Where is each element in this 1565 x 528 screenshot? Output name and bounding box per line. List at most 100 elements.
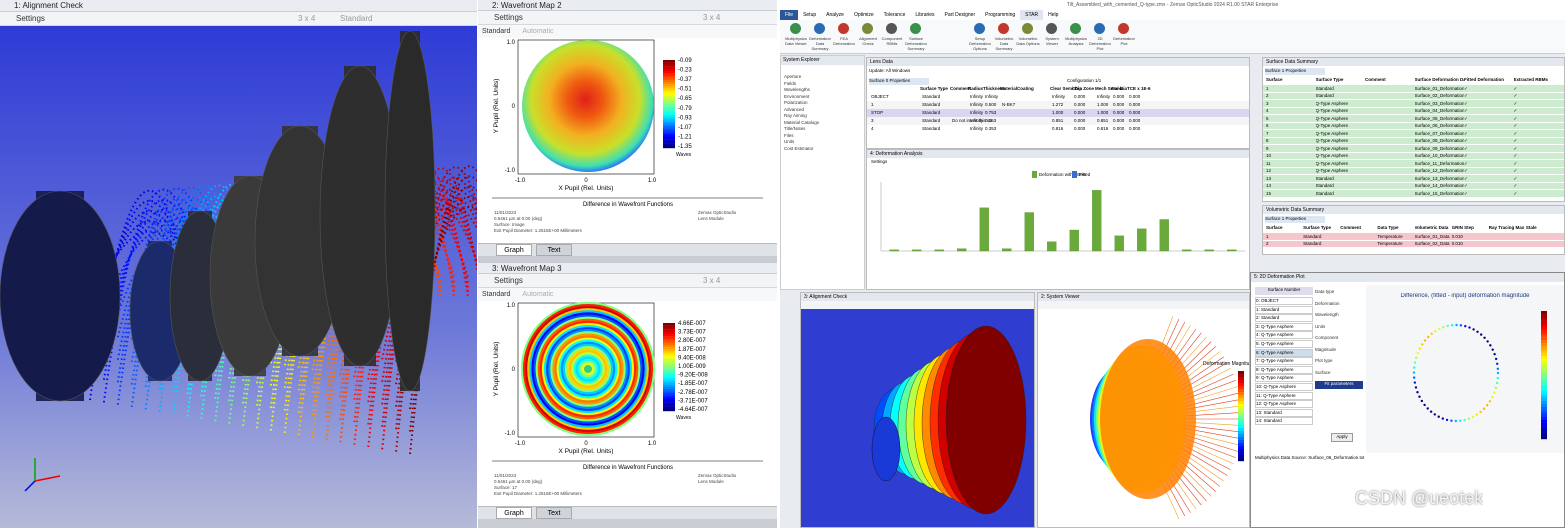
colorbar-cell [663, 384, 675, 387]
cell: Standard [922, 118, 941, 123]
ribbon-button[interactable]: Deformation Plot [1113, 36, 1135, 46]
settings-button[interactable]: Settings [494, 13, 523, 22]
cell: ✓ [1464, 100, 1468, 106]
tab[interactable]: Graph [496, 507, 532, 519]
ribbon-tab[interactable]: Analyze [826, 12, 844, 18]
3d-view: Deformation Magnitude [1038, 309, 1249, 527]
ribbon-icon[interactable] [1022, 23, 1033, 34]
map-dot [1496, 362, 1499, 365]
ribbon-icon[interactable] [790, 23, 801, 34]
ribbon-button[interactable]: Alignment Check [859, 36, 877, 46]
ribbon-button[interactable]: Volumetric Data Summary [994, 36, 1014, 51]
legend-cell [1238, 380, 1244, 384]
settings-button[interactable]: Settings [494, 276, 523, 285]
ribbon-tab[interactable]: STAR [1020, 10, 1044, 20]
colorbar-unit: Waves [676, 152, 692, 158]
ring [522, 303, 654, 435]
ribbon-button[interactable]: Volumetric Data Options [1016, 36, 1040, 46]
colorbar-cell [663, 393, 675, 396]
map-dot [1413, 361, 1417, 364]
apply-button[interactable]: Apply [1331, 433, 1353, 442]
ribbon-icon[interactable] [1118, 23, 1129, 34]
colorbar-label: -0.51 [678, 87, 692, 93]
legend-cell [1238, 425, 1244, 429]
tab[interactable]: Graph [496, 244, 532, 256]
ribbon-button[interactable]: System Viewer [1045, 36, 1059, 46]
ring [573, 354, 603, 384]
ribbon-tab[interactable]: Part Designer [944, 12, 976, 18]
ring [527, 308, 649, 430]
ribbon-icon[interactable] [998, 23, 1009, 34]
ribbon-button[interactable]: Deformation Data Summary [809, 36, 831, 51]
map-dot [1495, 381, 1499, 385]
colorbar-cell [1541, 333, 1547, 337]
cell: Surface_15_Deformation.txt [1414, 190, 1465, 196]
cell: ✓ [1513, 130, 1518, 136]
ribbon-icon[interactable] [1046, 23, 1057, 34]
ribbon-icon[interactable] [886, 23, 897, 34]
auto-select[interactable]: Automatic [522, 291, 554, 298]
tab[interactable]: Text [536, 507, 572, 519]
gap [478, 256, 777, 263]
ribbon-icon[interactable] [1070, 23, 1081, 34]
ribbon-button[interactable]: Surface Deformation Summary [905, 36, 927, 51]
ribbon-icon[interactable] [1094, 23, 1105, 34]
map-dot [1488, 400, 1492, 403]
ring [562, 343, 614, 395]
ribbon-button[interactable]: Setup Deformation Options [969, 36, 991, 51]
ribbon-button[interactable]: Multiphysics Analysis [1065, 36, 1087, 46]
ribbon-tab[interactable]: Programming [985, 12, 1016, 18]
ribbon-button[interactable]: Component RBMs [881, 36, 903, 46]
ribbon-tab[interactable]: Help [1048, 12, 1059, 18]
ribbon-tab[interactable]: Tolerance [883, 12, 906, 18]
map-dot [1426, 407, 1429, 410]
cell: ✓ [1464, 175, 1468, 181]
x-tick-label: -1.0 [515, 441, 526, 447]
cell [1489, 241, 1526, 248]
legend-cell [1238, 449, 1244, 453]
colorbar-cell [663, 88, 675, 91]
mode-select[interactable]: Standard [340, 14, 373, 23]
layout-select[interactable]: 3 x 4 [298, 14, 316, 23]
list-item: 0: OBJECT [1255, 297, 1313, 305]
list-item: 1: Standard [1255, 305, 1313, 314]
ribbon-tab[interactable]: File [780, 10, 799, 20]
ribbon-icon[interactable] [838, 23, 849, 34]
colorbar-cell [663, 132, 675, 135]
ribbon-button[interactable]: 2D Deformation Plot [1089, 36, 1111, 51]
cell: 0.010 [1451, 241, 1463, 246]
field: Fit parameters [1315, 381, 1363, 389]
layout-select[interactable]: 3 x 4 [703, 276, 721, 285]
column-header: Surface [1266, 77, 1283, 82]
ribbon-tab[interactable]: Optimize [853, 12, 874, 18]
map-dot [1412, 371, 1416, 374]
ribbon-button[interactable]: Multiphysics Data Viewer [785, 36, 807, 46]
mode-select[interactable]: Standard [482, 28, 511, 35]
ring [543, 324, 633, 414]
tab: Surface 1 Properties [1265, 68, 1325, 75]
legend-cell [1238, 410, 1244, 414]
ribbon-icon[interactable] [910, 23, 921, 34]
ribbon-tab[interactable]: Setup [803, 12, 817, 18]
legend-cell [1238, 371, 1244, 375]
colorbar-cell [663, 353, 675, 357]
colorbar-label: -0.23 [678, 68, 692, 74]
ring [548, 329, 628, 409]
ribbon-icon[interactable] [814, 23, 825, 34]
cell: Surface_05_Deformation.txt [1414, 115, 1465, 121]
settings-button[interactable]: Settings [16, 14, 45, 23]
tab[interactable]: Text [536, 244, 572, 256]
ribbon-icon[interactable] [862, 23, 873, 34]
auto-select[interactable]: Automatic [522, 28, 554, 35]
cell: Surface_03_Deformation.txt [1414, 100, 1465, 106]
ribbon-icon[interactable] [974, 23, 985, 34]
layout-select[interactable]: 3 x 4 [703, 13, 721, 22]
colorbar-cell [663, 84, 675, 87]
ribbon-button[interactable]: FEA Deformation [833, 36, 855, 46]
footer-line: Exit Pupil Diameter: 1.2515E+00 Millimet… [494, 491, 583, 496]
mode-select[interactable]: Standard [482, 291, 511, 298]
ribbon-tab[interactable]: Libraries [915, 12, 935, 18]
ring [564, 345, 611, 392]
colorbar-cell [663, 106, 675, 109]
cell: Standard [1303, 241, 1322, 246]
